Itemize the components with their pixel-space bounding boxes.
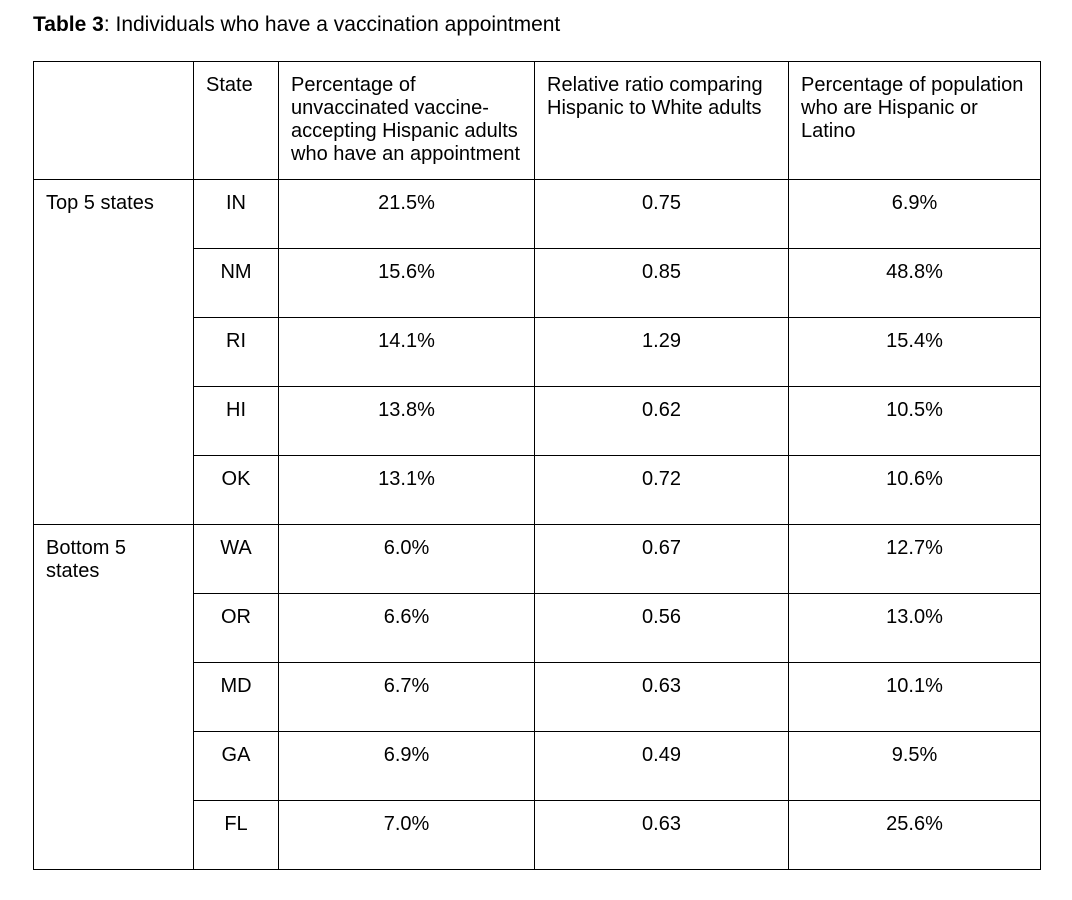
table-caption-text: : Individuals who have a vaccination app… [103,13,561,36]
header-pct-appointment: Percentage of unvaccinated vaccine-accep… [278,61,535,180]
table-row: HI 13.8% 0.62 10.5% [34,386,1041,456]
relative-ratio-cell: 0.62 [534,386,789,456]
pct-population-cell: 48.8% [788,248,1041,318]
header-relative-ratio: Relative ratio comparing Hispanic to Whi… [534,61,789,180]
group-label-cell: Bottom 5 states [33,524,194,870]
pct-appointment-cell: 13.8% [278,386,535,456]
header-state: State [193,61,279,180]
table-row: RI 14.1% 1.29 15.4% [34,317,1041,387]
state-cell: GA [193,731,279,801]
relative-ratio-cell: 0.85 [534,248,789,318]
table-caption-label: Table 3 [33,13,104,36]
relative-ratio-cell: 0.63 [534,800,789,870]
state-cell: NM [193,248,279,318]
table-row: NM 15.6% 0.85 48.8% [34,248,1041,318]
pct-population-cell: 25.6% [788,800,1041,870]
pct-appointment-cell: 13.1% [278,455,535,525]
pct-population-cell: 10.6% [788,455,1041,525]
table-row: OR 6.6% 0.56 13.0% [34,593,1041,663]
state-cell: IN [193,179,279,249]
group-label-cell: Top 5 states [33,179,194,525]
table-caption: Table 3: Individuals who have a vaccinat… [33,13,1040,37]
state-cell: RI [193,317,279,387]
pct-appointment-cell: 6.9% [278,731,535,801]
pct-population-cell: 10.5% [788,386,1041,456]
pct-appointment-cell: 14.1% [278,317,535,387]
table-row: MD 6.7% 0.63 10.1% [34,662,1041,732]
pct-appointment-cell: 21.5% [278,179,535,249]
table-row: OK 13.1% 0.72 10.6% [34,455,1041,525]
table-row: Bottom 5 states WA 6.0% 0.67 12.7% [33,524,1041,870]
pct-population-cell: 12.7% [788,524,1041,594]
pct-appointment-cell: 6.7% [278,662,535,732]
pct-appointment-cell: 7.0% [278,800,535,870]
pct-appointment-cell: 6.0% [278,524,535,594]
vaccination-appointment-table: State Percentage of unvaccinated vaccine… [33,61,1041,870]
relative-ratio-cell: 0.72 [534,455,789,525]
pct-population-cell: 9.5% [788,731,1041,801]
table-row: Top 5 states IN 21.5% 0.75 6.9% [33,179,1041,525]
state-cell: MD [193,662,279,732]
table-row: FL 7.0% 0.63 25.6% [34,800,1041,870]
pct-population-cell: 15.4% [788,317,1041,387]
header-row: State Percentage of unvaccinated vaccine… [33,61,1041,180]
relative-ratio-cell: 0.75 [534,179,789,249]
relative-ratio-cell: 1.29 [534,317,789,387]
state-cell: FL [193,800,279,870]
relative-ratio-cell: 0.63 [534,662,789,732]
state-cell: HI [193,386,279,456]
pct-population-cell: 13.0% [788,593,1041,663]
header-empty-cell [33,61,194,180]
state-cell: OR [193,593,279,663]
header-pct-population: Percentage of population who are Hispani… [788,61,1041,180]
state-cell: WA [193,524,279,594]
table-row: GA 6.9% 0.49 9.5% [34,731,1041,801]
pct-population-cell: 6.9% [788,179,1041,249]
relative-ratio-cell: 0.56 [534,593,789,663]
relative-ratio-cell: 0.67 [534,524,789,594]
pct-population-cell: 10.1% [788,662,1041,732]
pct-appointment-cell: 15.6% [278,248,535,318]
document-page: Table 3: Individuals who have a vaccinat… [33,13,1041,870]
pct-appointment-cell: 6.6% [278,593,535,663]
state-cell: OK [193,455,279,525]
relative-ratio-cell: 0.49 [534,731,789,801]
